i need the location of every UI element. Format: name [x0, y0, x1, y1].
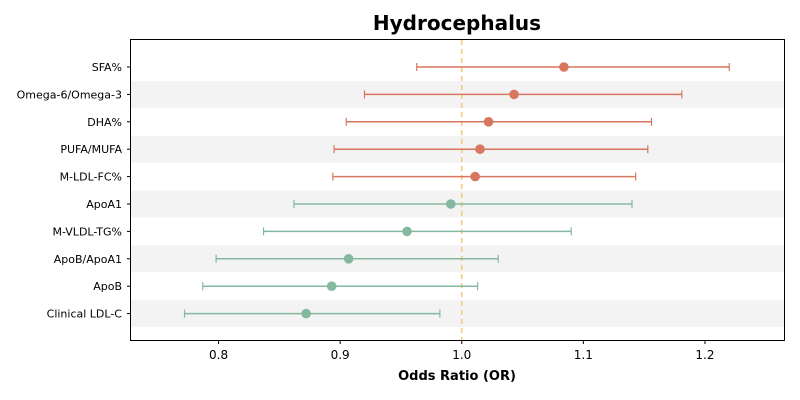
- odds-ratio-point: [559, 62, 569, 72]
- y-tick-label: DHA%: [87, 116, 122, 129]
- forest-row: [202, 281, 479, 292]
- x-tick-label: 1.2: [695, 348, 714, 362]
- y-tick-label: M-LDL-FC%: [60, 171, 122, 184]
- x-tick-label: 0.8: [209, 348, 228, 362]
- chart-title: Hydrocephalus: [373, 11, 541, 35]
- y-tick-label: Omega-6/Omega-3: [17, 88, 122, 101]
- forest-row: [416, 62, 730, 72]
- odds-ratio-point: [343, 253, 354, 264]
- y-tick-label: Clinical LDL-C: [47, 308, 123, 321]
- y-tick-label: ApoB: [93, 280, 122, 293]
- odds-ratio-point: [483, 117, 494, 127]
- y-tick-label: PUFA/MUFA: [60, 143, 122, 156]
- forest-row: [183, 308, 441, 319]
- odds-ratio-point: [326, 281, 337, 292]
- odds-ratio-point: [509, 89, 519, 100]
- x-tick-label: 0.9: [331, 348, 350, 362]
- forest-row: [215, 253, 499, 264]
- x-axis: 0.8 0.9 1.0 1.1 1.2: [209, 340, 715, 362]
- x-axis-label: Odds Ratio (OR): [398, 369, 516, 384]
- forest-row: [333, 144, 649, 154]
- y-tick-label: ApoB/ApoA1: [54, 253, 122, 266]
- odds-ratio-point: [446, 199, 456, 209]
- y-tick-label: SFA%: [92, 61, 122, 74]
- odds-ratio-point: [301, 308, 311, 319]
- data-rows: [183, 62, 730, 319]
- plot-frame: [130, 39, 785, 341]
- forest-row: [345, 117, 653, 127]
- odds-ratio-point: [475, 144, 485, 154]
- y-tick-label: M-VLDL-TG%: [52, 225, 122, 238]
- y-axis: SFA% Omega-6/Omega-3 DHA% PUFA/MUFA M-LDL-FC…: [17, 61, 131, 321]
- forest-row: [332, 171, 637, 182]
- forest-row: [293, 199, 633, 209]
- x-tick-label: 1.1: [574, 348, 593, 362]
- odds-ratio-point: [470, 171, 480, 182]
- x-tick-label: 1.0: [452, 348, 471, 362]
- y-tick-label: ApoA1: [86, 198, 122, 211]
- odds-ratio-point: [402, 226, 412, 237]
- forest-row: [262, 226, 572, 237]
- forest-row: [363, 89, 683, 100]
